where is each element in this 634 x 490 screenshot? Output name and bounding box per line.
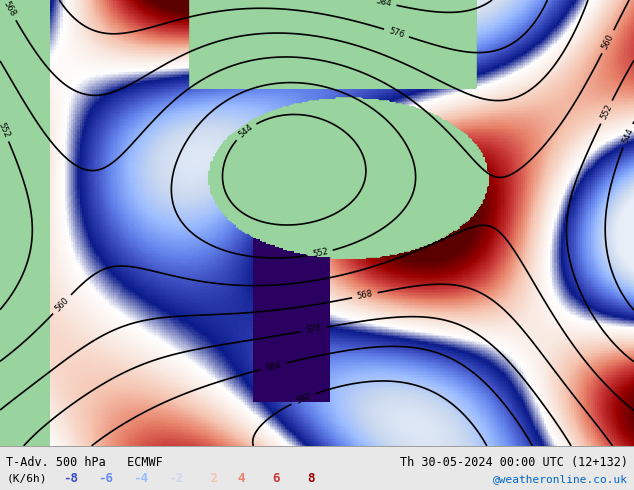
Text: -6: -6 xyxy=(98,472,113,486)
Text: 6: 6 xyxy=(273,472,280,486)
Text: 560: 560 xyxy=(600,33,616,51)
Text: 552: 552 xyxy=(311,247,329,259)
Text: 592: 592 xyxy=(294,392,312,406)
Text: 584: 584 xyxy=(375,0,392,9)
Text: -8: -8 xyxy=(63,472,79,486)
FancyBboxPatch shape xyxy=(0,0,634,446)
Text: 8: 8 xyxy=(307,472,315,486)
Text: Th 30-05-2024 00:00 UTC (12+132): Th 30-05-2024 00:00 UTC (12+132) xyxy=(399,456,628,468)
Text: 560: 560 xyxy=(53,295,71,313)
Text: -4: -4 xyxy=(133,472,148,486)
Text: 568: 568 xyxy=(356,289,373,301)
Text: 576: 576 xyxy=(305,323,323,335)
Text: 576: 576 xyxy=(387,26,406,40)
Text: 544: 544 xyxy=(621,127,634,145)
Text: 552: 552 xyxy=(0,121,11,139)
Text: 568: 568 xyxy=(2,0,17,18)
Text: 2: 2 xyxy=(203,472,218,486)
Text: 4: 4 xyxy=(238,472,245,486)
Text: T-Adv. 500 hPa   ECMWF: T-Adv. 500 hPa ECMWF xyxy=(6,456,163,468)
Text: (K/6h): (K/6h) xyxy=(6,474,47,484)
Text: 544: 544 xyxy=(236,123,255,140)
Text: 552: 552 xyxy=(599,103,614,121)
Text: -2: -2 xyxy=(168,472,183,486)
Text: 584: 584 xyxy=(265,360,282,372)
Text: @weatheronline.co.uk: @weatheronline.co.uk xyxy=(493,474,628,484)
